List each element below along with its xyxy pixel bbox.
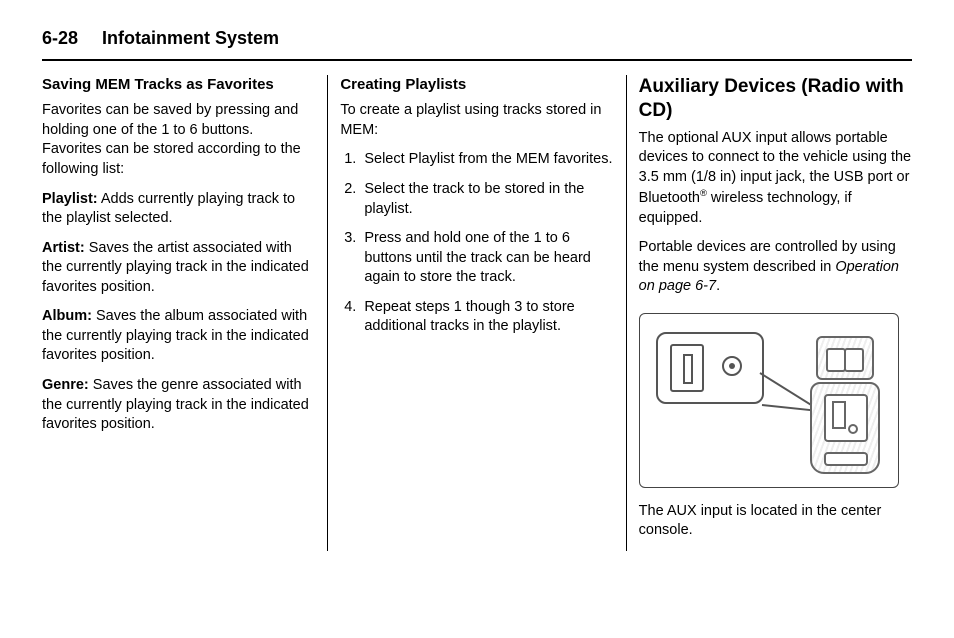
definition-item: Genre: Saves the genre associated with t… (42, 376, 315, 435)
col1-intro: Favorites can be saved by pressing and h… (42, 101, 315, 179)
console-body-icon (810, 382, 880, 474)
aux-paragraph-2: Portable devices are controlled by using… (639, 238, 912, 297)
manual-page: 6-28 Infotainment System Saving MEM Trac… (0, 0, 954, 579)
step-item: Repeat steps 1 though 3 to store additio… (360, 298, 613, 337)
text-run: . (716, 278, 720, 294)
definition-item: Album: Saves the album associated with t… (42, 307, 315, 366)
panel-usb-icon (832, 401, 846, 429)
playlist-steps: Select Playlist from the MEM favorites. … (360, 150, 613, 337)
term-label: Album: (42, 308, 92, 324)
col2-intro: To create a playlist using tracks stored… (340, 101, 613, 140)
column-2: Creating Playlists To create a playlist … (327, 75, 625, 551)
page-header: 6-28 Infotainment System (42, 28, 912, 55)
step-item: Press and hold one of the 1 to 6 buttons… (360, 229, 613, 288)
registered-symbol: ® (700, 187, 707, 198)
inset-callout (656, 332, 764, 404)
col1-subhead: Saving MEM Tracks as Favorites (42, 75, 315, 95)
header-rule (42, 59, 912, 61)
console-lip-icon (824, 452, 868, 466)
usb-slot-icon (683, 354, 693, 384)
aux-jack-icon (722, 356, 742, 376)
aux-input-figure (639, 313, 899, 488)
column-3: Auxiliary Devices (Radio with CD) The op… (626, 75, 912, 551)
page-number: 6-28 (42, 28, 78, 49)
usb-port-icon (670, 344, 704, 392)
definition-item: Playlist: Adds currently playing track t… (42, 190, 315, 229)
term-label: Playlist: (42, 191, 98, 207)
panel-jack-icon (848, 424, 858, 434)
console-panel-icon (824, 394, 868, 442)
content-columns: Saving MEM Tracks as Favorites Favorites… (42, 75, 912, 551)
step-item: Select Playlist from the MEM favorites. (360, 150, 613, 170)
definition-item: Artist: Saves the artist associated with… (42, 239, 315, 298)
step-item: Select the track to be stored in the pla… (360, 180, 613, 219)
center-console-illustration (810, 336, 880, 476)
term-label: Artist: (42, 240, 85, 256)
console-top-icon (816, 336, 874, 380)
col2-subhead: Creating Playlists (340, 75, 613, 95)
col3-section-head: Auxiliary Devices (Radio with CD) (639, 75, 912, 123)
column-1: Saving MEM Tracks as Favorites Favorites… (42, 75, 327, 551)
term-label: Genre: (42, 377, 89, 393)
chapter-title: Infotainment System (102, 28, 279, 49)
aux-paragraph-1: The optional AUX input allows portable d… (639, 129, 912, 229)
figure-caption: The AUX input is located in the center c… (639, 502, 912, 541)
